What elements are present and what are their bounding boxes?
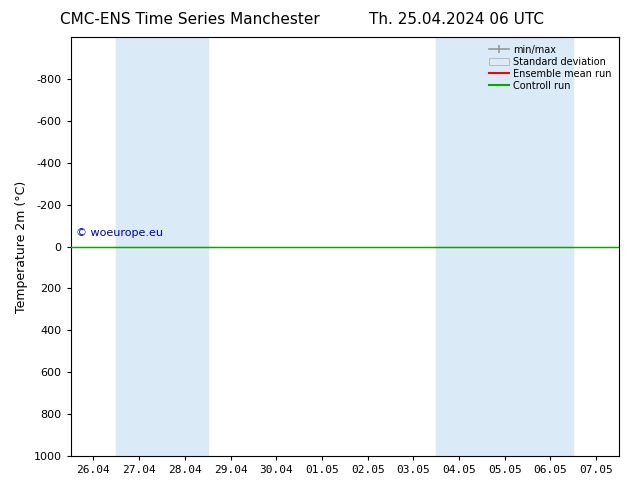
Text: CMC-ENS Time Series Manchester: CMC-ENS Time Series Manchester xyxy=(60,12,320,27)
Legend: min/max, Standard deviation, Ensemble mean run, Controll run: min/max, Standard deviation, Ensemble me… xyxy=(486,42,614,94)
Bar xyxy=(116,37,208,456)
Text: © woeurope.eu: © woeurope.eu xyxy=(76,228,163,238)
Bar xyxy=(436,37,573,456)
Y-axis label: Temperature 2m (°C): Temperature 2m (°C) xyxy=(15,180,28,313)
Text: Th. 25.04.2024 06 UTC: Th. 25.04.2024 06 UTC xyxy=(369,12,544,27)
